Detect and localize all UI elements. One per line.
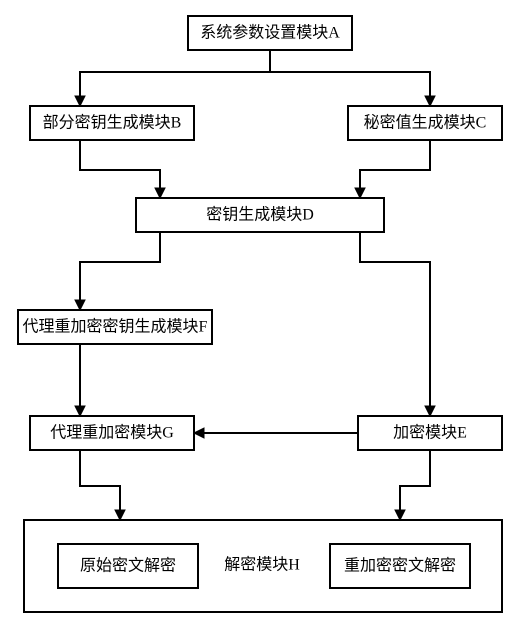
edge-d-e-arrow <box>425 406 435 416</box>
node-e-label: 加密模块E <box>393 424 467 442</box>
edge-a-b-arrow <box>75 96 85 106</box>
node-a-label: 系统参数设置模块A <box>200 24 340 42</box>
edge-a-c <box>270 50 430 106</box>
node-h-label: 解密模块H <box>224 556 300 574</box>
node-f-label: 代理重加密密钥生成模块F <box>23 318 208 336</box>
edge-b-d <box>80 140 160 198</box>
node-h-right-label: 重加密密文解密 <box>344 557 456 575</box>
node-c-label: 秘密值生成模块C <box>364 114 487 132</box>
edge-d-f <box>80 232 160 310</box>
edge-c-d <box>360 140 430 198</box>
node-h-left-label: 原始密文解密 <box>80 557 176 575</box>
edge-a-c-arrow <box>425 96 435 106</box>
edge-e-h-arrow <box>395 510 405 520</box>
edge-d-f-arrow <box>75 300 85 310</box>
node-b-label: 部分密钥生成模块B <box>43 114 182 132</box>
node-g-label: 代理重加密模块G <box>50 424 174 442</box>
edge-d-e <box>360 232 430 416</box>
edge-e-g-arrow <box>194 428 204 438</box>
node-d-label: 密钥生成模块D <box>206 206 314 224</box>
edge-g-h <box>80 450 120 520</box>
edge-f-g-arrow <box>75 406 85 416</box>
edge-g-h-arrow <box>115 510 125 520</box>
edge-c-d-arrow <box>355 188 365 198</box>
edge-b-d-arrow <box>155 188 165 198</box>
edge-a-b <box>80 50 270 106</box>
